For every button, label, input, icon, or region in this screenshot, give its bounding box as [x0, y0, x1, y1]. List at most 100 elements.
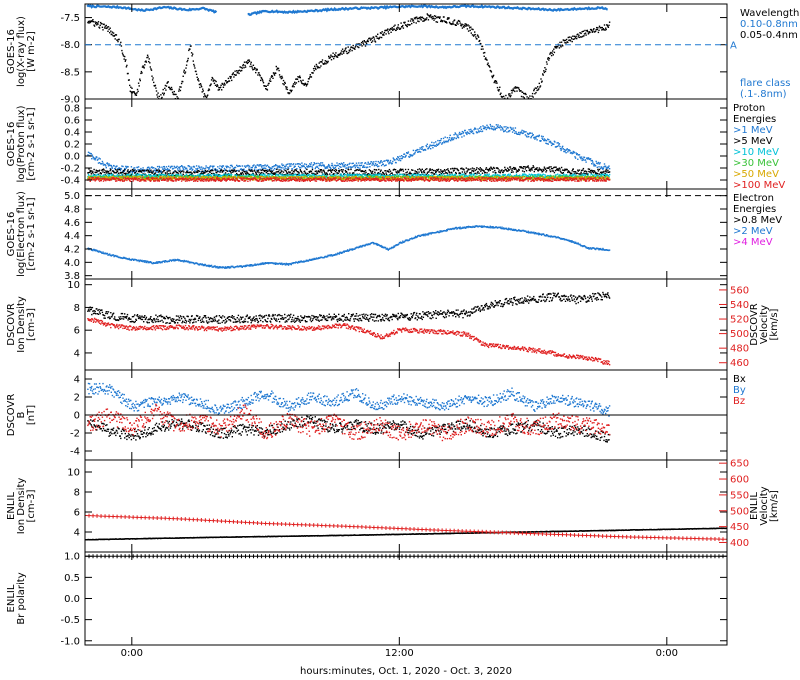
- data-point: [253, 170, 256, 172]
- data-point: [484, 171, 486, 174]
- data-point: [476, 167, 478, 169]
- data-point: [87, 154, 89, 156]
- data-point: [572, 35, 574, 37]
- data-point: [134, 92, 136, 94]
- data-point: [109, 176, 111, 179]
- data-point: [290, 89, 292, 92]
- data-point: [590, 28, 592, 31]
- data-point: [433, 142, 435, 144]
- data-point: [570, 175, 572, 177]
- data-point: [242, 169, 244, 171]
- data-point: [509, 96, 512, 98]
- data-point: [278, 74, 281, 76]
- data-point: [456, 136, 459, 138]
- data-point: [271, 170, 274, 172]
- data-point: [325, 60, 328, 63]
- data-point: [589, 170, 592, 172]
- data-point: [118, 175, 120, 178]
- data-point: [571, 170, 573, 172]
- data-point: [213, 165, 215, 167]
- data-point: [399, 155, 401, 158]
- data-point: [293, 86, 295, 88]
- data-point: [511, 175, 513, 177]
- data-point: [164, 84, 167, 87]
- data-point: [90, 173, 92, 175]
- data-point: [569, 39, 571, 41]
- data-point: [210, 79, 213, 81]
- data-point: [557, 142, 559, 144]
- data-point: [88, 176, 90, 178]
- data-point: [426, 168, 428, 170]
- data-point: [492, 75, 494, 77]
- data-point: [161, 173, 164, 176]
- data-point: [562, 45, 564, 47]
- data-point: [101, 26, 104, 28]
- data-point: [218, 175, 220, 178]
- data-point: [502, 171, 504, 174]
- data-point: [491, 174, 494, 176]
- data-point: [518, 87, 520, 89]
- data-point: [305, 167, 307, 170]
- data-point: [108, 175, 110, 177]
- data-point: [226, 166, 228, 169]
- data-point: [299, 169, 301, 171]
- data-point: [351, 49, 353, 52]
- data-point: [462, 173, 465, 175]
- data-point: [299, 174, 301, 176]
- data-point: [174, 170, 176, 172]
- data-point: [112, 174, 114, 176]
- data-point: [525, 170, 528, 172]
- data-point: [223, 173, 225, 175]
- data-point: [420, 174, 422, 176]
- data-point: [295, 82, 298, 84]
- data-point: [384, 29, 387, 32]
- data-point: [408, 156, 411, 158]
- data-point: [295, 163, 297, 165]
- data-point: [480, 126, 482, 128]
- data-point: [232, 73, 234, 75]
- data-point: [548, 59, 550, 61]
- data-point: [265, 169, 267, 172]
- data-point: [470, 173, 472, 176]
- data-point: [273, 73, 275, 75]
- data-point: [325, 167, 328, 169]
- data-point: [598, 168, 601, 171]
- data-point: [133, 170, 135, 173]
- data-point: [97, 170, 99, 172]
- data-point: [444, 175, 446, 177]
- data-point: [108, 163, 110, 165]
- data-point: [456, 167, 458, 170]
- data-point: [186, 60, 188, 63]
- data-point: [582, 169, 584, 171]
- data-point: [486, 127, 489, 129]
- data-point: [593, 28, 595, 30]
- data-point: [428, 175, 430, 178]
- data-point: [286, 175, 289, 177]
- data-point: [280, 173, 282, 176]
- data-point: [608, 21, 611, 23]
- data-point: [568, 170, 570, 173]
- data-point: [597, 163, 599, 165]
- data-point: [251, 169, 253, 171]
- data-point: [597, 168, 599, 171]
- data-point: [608, 168, 611, 170]
- data-point: [563, 169, 566, 172]
- data-point: [439, 16, 441, 18]
- data-point: [305, 83, 307, 85]
- data-point: [441, 171, 444, 174]
- data-point: [206, 176, 208, 178]
- data-point: [515, 168, 517, 171]
- data-point: [216, 175, 218, 177]
- data-point: [605, 175, 607, 177]
- data-point: [317, 167, 320, 170]
- data-point: [594, 30, 597, 32]
- data-point: [591, 163, 593, 165]
- data-point: [198, 176, 200, 178]
- data-point: [154, 178, 157, 181]
- data-point: [590, 173, 592, 175]
- data-point: [228, 170, 230, 172]
- data-point: [275, 173, 277, 175]
- data-point: [423, 19, 426, 21]
- data-point: [502, 176, 504, 178]
- data-point: [316, 67, 319, 69]
